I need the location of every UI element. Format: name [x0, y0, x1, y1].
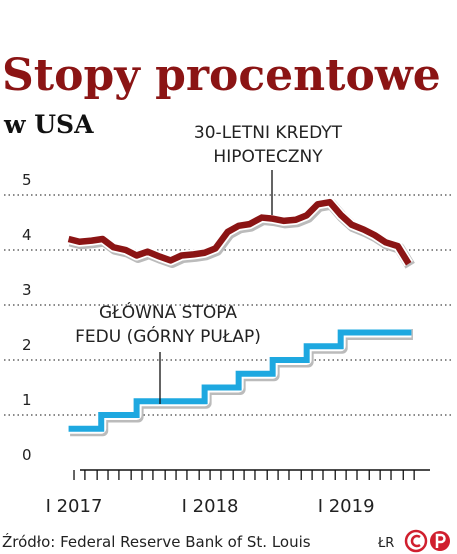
y-tick-label: 1 — [22, 391, 32, 409]
author: ŁR — [377, 536, 394, 551]
y-tick-label: 0 — [22, 446, 32, 464]
chart-subtitle: w USA — [3, 110, 94, 139]
x-tick-label: I 2017 — [46, 496, 103, 517]
y-tick-label: 3 — [22, 281, 32, 299]
source: Źródło: Federal Reserve Bank of St. Loui… — [2, 532, 311, 551]
chart-title: Stopy procentowe — [2, 50, 441, 101]
line-shadow — [68, 198, 415, 269]
line — [68, 329, 412, 432]
y-tick-label: 2 — [22, 336, 32, 354]
y-tick-label: 4 — [22, 226, 32, 244]
y-tick-label: 5 — [22, 171, 32, 189]
x-tick-label: I 2018 — [182, 496, 239, 517]
series-label: GŁÓWNA STOPA FEDU (GÓRNY PUŁAP) — [75, 301, 261, 347]
copyright-logo — [404, 529, 450, 553]
series-label: 30-LETNI KREDYT HIPOTECZNY — [194, 123, 343, 167]
x-tick-label: I 2019 — [318, 496, 375, 517]
line — [67, 198, 412, 266]
